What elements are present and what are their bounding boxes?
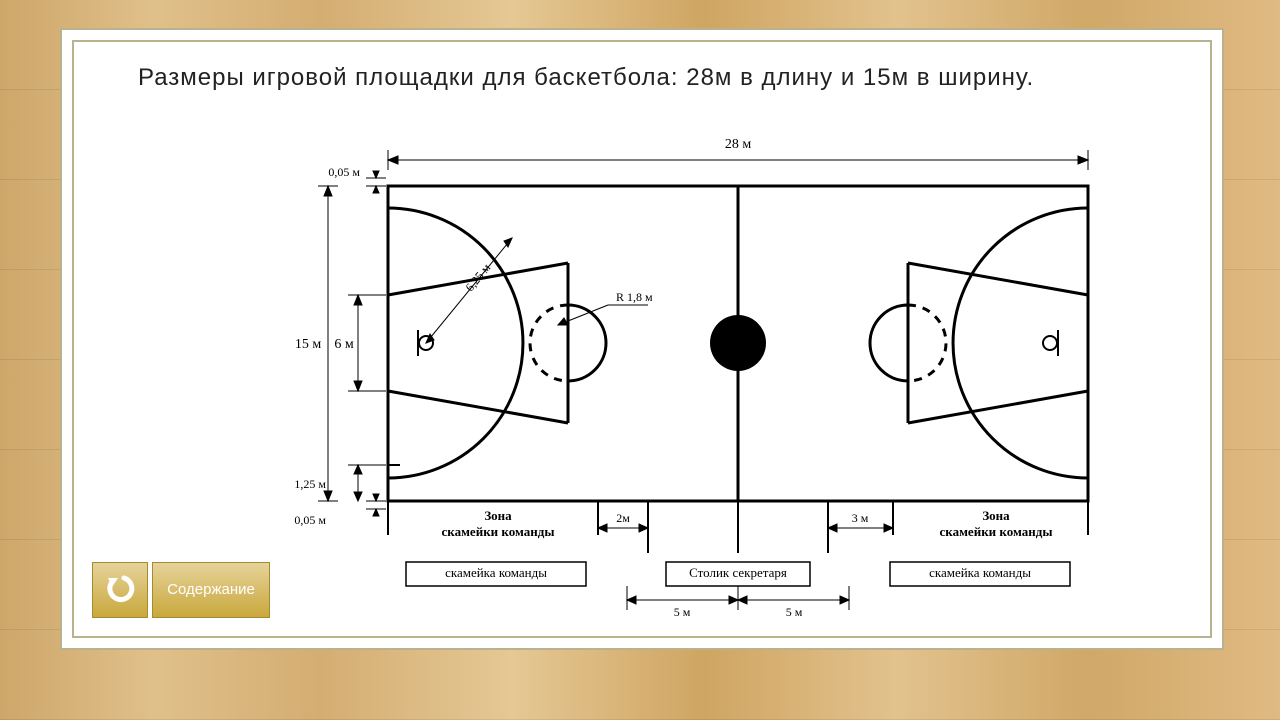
dim-3m: 3 м — [852, 511, 869, 525]
three-point-arc-left — [388, 208, 523, 478]
contents-button[interactable]: Содержание — [152, 562, 270, 618]
bench-zone-right: Зонаскамейки команды — [906, 508, 1086, 540]
dim-ft-circle: R 1,8 м — [616, 290, 653, 304]
dim-length: 28 м — [725, 137, 752, 152]
dim-line-width-top: 0,05 м — [328, 165, 360, 179]
center-circle — [710, 315, 766, 371]
hoop-right — [1043, 336, 1057, 350]
slide-title: Размеры игровой площадки для баскетбола:… — [138, 62, 1146, 94]
bench-box-right: скамейка команды — [890, 565, 1070, 581]
court-diagram: 28 м 0,05 м — [278, 130, 1138, 650]
slide-frame: Размеры игровой площадки для баскетбола:… — [60, 28, 1224, 650]
dim-key-width: 6 м — [334, 337, 354, 352]
nav-bar: Содержание — [92, 562, 270, 618]
back-button[interactable] — [92, 562, 148, 618]
bench-box-left: скамейка команды — [406, 565, 586, 581]
three-point-arc-right — [953, 208, 1088, 478]
scorer-table-box: Столик секретаря — [666, 565, 810, 581]
contents-label: Содержание — [167, 581, 255, 599]
dim-5m-left: 5 м — [674, 605, 691, 619]
dim-width: 15 м — [295, 337, 322, 352]
dim-5m-right: 5 м — [786, 605, 803, 619]
dim-line-width-bottom: 0,05 м — [294, 513, 326, 527]
bench-zone-left: Зонаскамейки команды — [408, 508, 588, 540]
back-arrow-icon — [102, 572, 138, 608]
dim-key-offset: 1,25 м — [294, 477, 326, 491]
dim-2m: 2м — [616, 511, 630, 525]
